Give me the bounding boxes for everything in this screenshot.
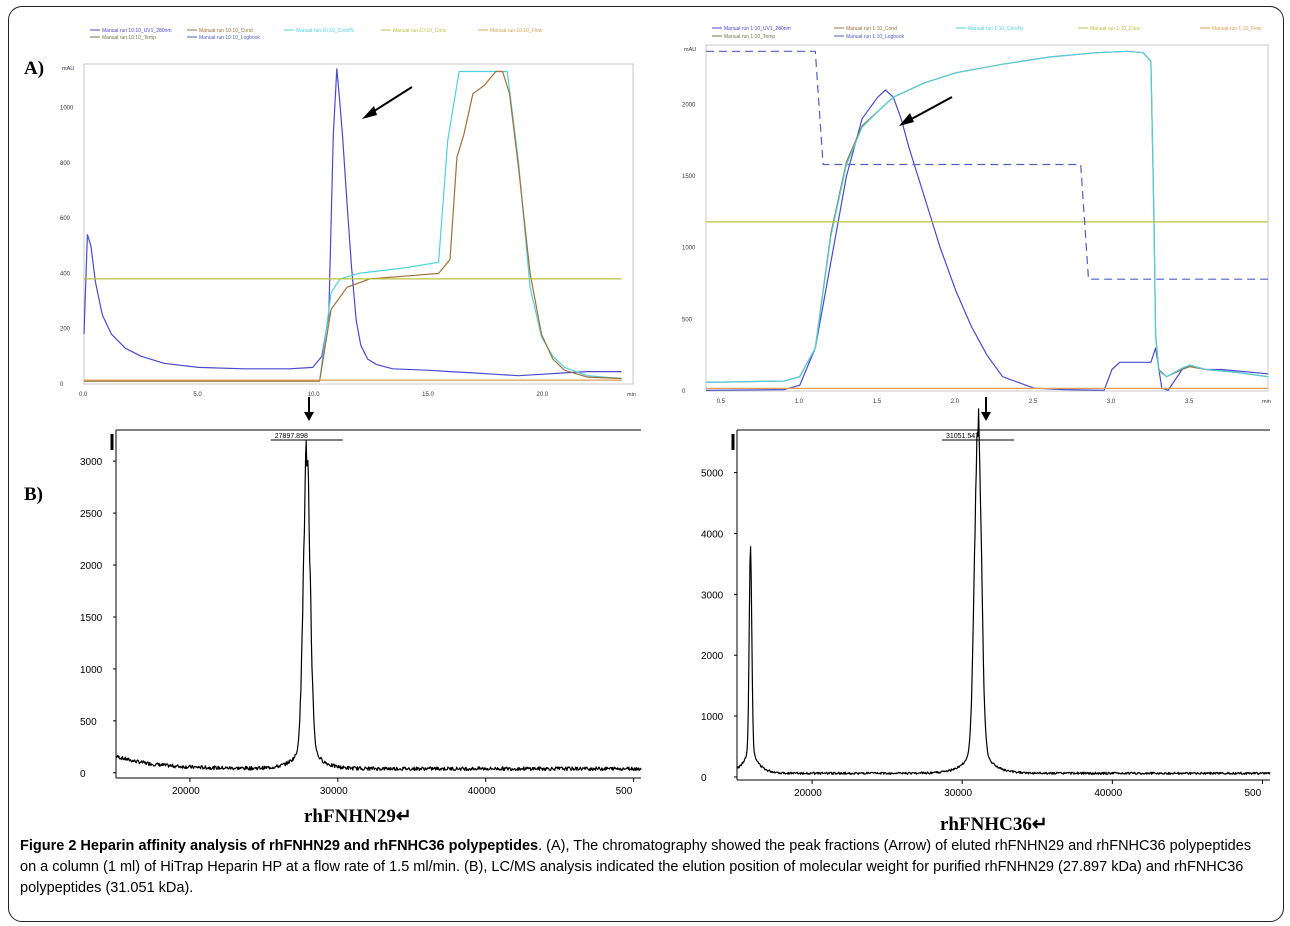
x-tick-label: 0.0 (79, 392, 88, 398)
y-tick-label: 0 (682, 389, 686, 395)
y-tick-label: 2000 (80, 561, 103, 572)
x-tick-label: 500 (616, 786, 633, 797)
y-tick-label: 0 (701, 773, 707, 784)
y-tick-label: 3000 (80, 457, 103, 468)
x-tick-label: 10.0 (308, 392, 320, 398)
legend-entry: Manual run 1:10_Cond (846, 26, 897, 32)
y-tick-label: 500 (80, 717, 97, 728)
x-tick-label: 30000 (320, 786, 348, 797)
x-tick-label: 1.5 (873, 399, 882, 405)
mass-spectrum-left: 0 500 1000 1500 2000 2500 3000 20000 30000 40000 5… (80, 429, 642, 797)
series-uv1-280nm (705, 89, 1269, 391)
chromatogram-right: Manual run 1:10_UV1_280nm Manual run 1:10… (682, 26, 1271, 405)
series-uv1-280nm (83, 68, 622, 377)
series-cond (84, 70, 622, 382)
legend-entry: Manual run 1:10_Flow (1212, 26, 1262, 32)
y-tick-label: 0 (60, 382, 64, 388)
legend-entry: Manual run 10:10_Cond (199, 28, 253, 34)
legend-entry: Manual run 10:10_Flow (490, 28, 543, 34)
sublabel-rhfnhc36: rhFNHC36↵ (940, 814, 1048, 830)
y-tick-label: 2000 (701, 651, 724, 662)
y-tick-label: 3000 (701, 590, 724, 601)
y-tick-label: 1500 (80, 613, 103, 624)
legend-entry: Manual run 10:10_Conc (393, 28, 447, 34)
peak-label: 27897.898 (275, 433, 308, 440)
legend-entry: Manual run 1:10_Conc (1090, 26, 1141, 32)
y-tick-label: 5000 (701, 469, 724, 480)
panel-label-a: A) (24, 58, 44, 79)
ms-trace (736, 408, 1271, 775)
figure-canvas: A) B) Manual run 10:10_UV1_280nm Manual r… (24, 26, 1271, 830)
x-tick-label: 3.5 (1185, 399, 1194, 405)
y-tick-label: 2500 (80, 509, 103, 520)
x-tick-label: 30000 (944, 788, 972, 799)
x-tick-label: 5.0 (193, 392, 202, 398)
x-tick-label: 15.0 (422, 392, 434, 398)
legend-entry: Manual run 10:10_UV1_280nm (102, 28, 172, 34)
x-tick-label: 20.0 (537, 392, 549, 398)
x-axis-unit: min (627, 392, 636, 398)
x-tick-label: 500 (1244, 788, 1261, 799)
x-tick-label: 20000 (172, 786, 200, 797)
down-arrow-right (981, 397, 991, 421)
y-tick-label: 500 (682, 317, 693, 323)
y-tick-label: 4000 (701, 529, 724, 540)
x-tick-label: 0.5 (717, 399, 726, 405)
x-tick-label: 40000 (1094, 788, 1122, 799)
legend-entry: Manual run 1:10_UV1_280nm (724, 26, 791, 32)
legend-entry: Manual run 1:10_Cond% (968, 26, 1024, 32)
legend-entry: Manual run 1:10_Temp (724, 34, 775, 40)
y-tick-label: 1000 (60, 105, 74, 111)
plot-frame (705, 44, 1269, 392)
caption-text: . (A), The chromatography showed the pea… (20, 838, 1252, 896)
series-temp (706, 50, 1268, 280)
chromatogram-right-legend: Manual run 1:10_UV1_280nm Manual run 1:10… (712, 26, 1262, 40)
x-tick-label: 1.0 (795, 399, 804, 405)
y-tick-label: 400 (60, 271, 71, 277)
x-tick-label: 20000 (794, 788, 822, 799)
chromatogram-left-legend: Manual run 10:10_UV1_280nm Manual run 10:… (90, 28, 543, 41)
figure-caption: Figure 2 Heparin affinity analysis of rh… (20, 836, 1270, 899)
x-tick-label: 40000 (468, 786, 496, 797)
peak-label: 31051.547 (946, 433, 979, 440)
down-arrow-left (304, 397, 314, 421)
legend-entry: Manual run 10:10_Cond% (296, 28, 355, 34)
y-tick-label: 0 (80, 769, 86, 780)
y-tick-label: 1500 (682, 174, 696, 180)
y-tick-label: 800 (60, 161, 71, 167)
series-cond- (705, 50, 1269, 383)
plot-frame (83, 63, 634, 385)
series-cond (705, 50, 1269, 383)
y-tick-label: 1000 (80, 665, 103, 676)
y-tick-label: 600 (60, 216, 71, 222)
caption-title: Figure 2 Heparin affinity analysis of rh… (20, 838, 539, 854)
peak-arrow-right (899, 96, 953, 126)
legend-entry: Manual run 1:10_Logbook (846, 34, 905, 40)
y-tick-label: 2000 (682, 102, 696, 108)
legend-entry: Manual run 10:10_Temp (102, 35, 156, 41)
ms-trace (115, 440, 642, 772)
figure-frame (8, 6, 1284, 922)
chromatogram-left: Manual run 10:10_UV1_280nm Manual run 10:… (60, 28, 636, 398)
x-axis-unit: min (1262, 399, 1271, 405)
peak-arrow-left (362, 86, 413, 119)
y-axis-label: mAU (684, 47, 696, 53)
y-axis-label: mAU (62, 66, 74, 72)
x-tick-label: 2.5 (1029, 399, 1038, 405)
x-tick-label: 2.0 (951, 399, 960, 405)
sublabel-rhfnhn29: rhFNHN29↵ (304, 806, 412, 827)
x-tick-label: 3.0 (1107, 399, 1116, 405)
y-tick-label: 1000 (701, 712, 724, 723)
panel-label-b: B) (24, 484, 43, 505)
series-cond- (84, 70, 622, 382)
legend-entry: Manual run 10:10_Logbook (199, 35, 260, 41)
y-tick-label: 1000 (682, 246, 696, 252)
y-tick-label: 200 (60, 327, 71, 333)
